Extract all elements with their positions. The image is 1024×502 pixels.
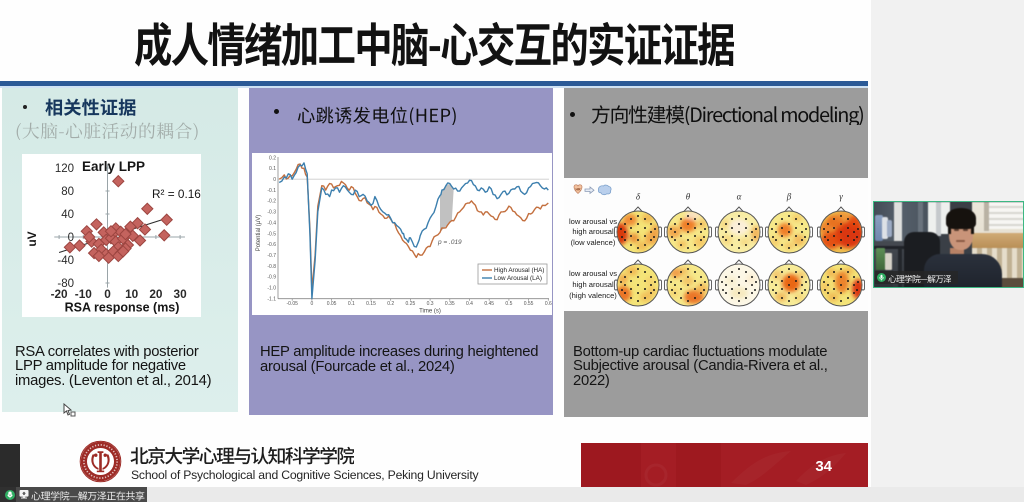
svg-text:-1.1: -1.1 (267, 297, 276, 303)
svg-text:-0.5: -0.5 (267, 231, 276, 237)
svg-text:10: 10 (125, 287, 139, 301)
svg-text:0.1: 0.1 (348, 301, 355, 307)
svg-text:0.4: 0.4 (466, 301, 473, 307)
svg-text:-0.9: -0.9 (267, 275, 276, 281)
svg-text:-0.2: -0.2 (267, 199, 276, 205)
svg-text:0.55: 0.55 (524, 301, 534, 307)
svg-text:0.5: 0.5 (505, 301, 512, 307)
svg-text:α: α (737, 192, 742, 202)
svg-text:0: 0 (311, 301, 314, 307)
svg-text:θ: θ (686, 192, 691, 202)
svg-text:0.2: 0.2 (269, 155, 276, 161)
svg-text:Low Arousal (LA): Low Arousal (LA) (494, 275, 542, 282)
svg-text:20: 20 (149, 287, 163, 301)
svg-text:0: 0 (273, 177, 276, 183)
svg-text:-40: -40 (57, 255, 74, 267)
svg-text:-0.1: -0.1 (267, 188, 276, 194)
svg-text:-80: -80 (57, 278, 74, 290)
svg-text:p = .019: p = .019 (437, 239, 462, 246)
svg-text:β: β (786, 192, 792, 202)
svg-text:-0.6: -0.6 (267, 242, 276, 248)
svg-text:-20: -20 (50, 287, 67, 301)
svg-text:Time (s): Time (s) (419, 309, 441, 315)
svg-text:0.3: 0.3 (427, 301, 434, 307)
svg-text:δ: δ (636, 192, 641, 202)
svg-text:Potential (μV): Potential (μV) (256, 215, 262, 251)
svg-text:0.2: 0.2 (387, 301, 394, 307)
svg-text:-10: -10 (74, 287, 91, 301)
svg-text:RSA response (ms): RSA response (ms) (64, 301, 179, 315)
svg-text:HR: HR (575, 188, 581, 192)
svg-text:-1.0: -1.0 (267, 286, 276, 292)
svg-text:80: 80 (61, 186, 74, 198)
svg-text:High Arousal (HA): High Arousal (HA) (494, 267, 544, 274)
svg-text:0.05: 0.05 (327, 301, 337, 307)
svg-text:30: 30 (173, 287, 187, 301)
svg-text:0.15: 0.15 (366, 301, 376, 307)
svg-text:0: 0 (104, 287, 111, 301)
svg-text:0.35: 0.35 (445, 301, 455, 307)
svg-text:-0.05: -0.05 (286, 301, 298, 307)
svg-text:-0.7: -0.7 (267, 253, 276, 259)
svg-text:40: 40 (61, 209, 74, 221)
svg-text:0.1: 0.1 (269, 166, 276, 172)
svg-text:-0.8: -0.8 (267, 264, 276, 270)
svg-text:uV: uV (25, 231, 39, 246)
svg-text:120: 120 (54, 163, 73, 175)
svg-text:R² = 0.16: R² = 0.16 (152, 187, 201, 201)
svg-text:-0.3: -0.3 (267, 210, 276, 216)
svg-text:Early LPP: Early LPP (82, 159, 145, 174)
svg-text:0: 0 (67, 232, 73, 244)
svg-text:0.45: 0.45 (484, 301, 494, 307)
svg-text:0.25: 0.25 (406, 301, 416, 307)
svg-text:γ: γ (839, 192, 843, 202)
svg-text:0.6: 0.6 (545, 301, 552, 307)
svg-text:-0.4: -0.4 (267, 220, 276, 226)
